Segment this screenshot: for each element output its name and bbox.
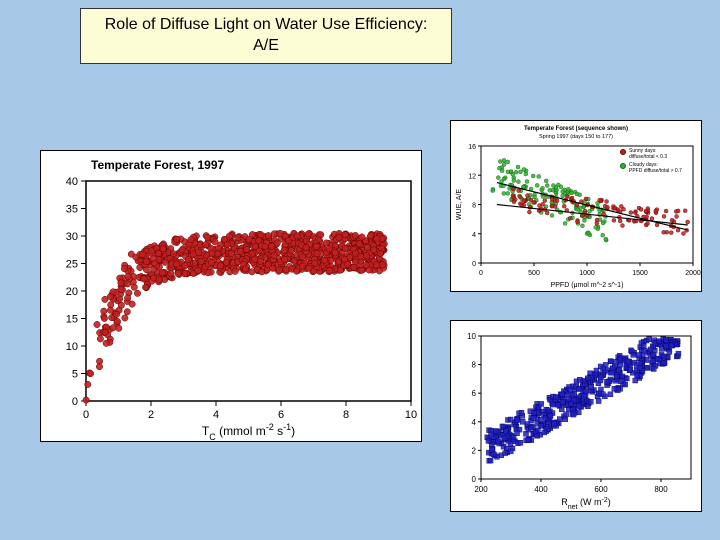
- svg-text:WUE, A/E: WUE, A/E: [456, 189, 463, 220]
- svg-text:4: 4: [472, 418, 477, 427]
- svg-text:200: 200: [474, 485, 488, 494]
- svg-text:600: 600: [594, 485, 608, 494]
- svg-text:8: 8: [472, 361, 477, 370]
- main-scatter-chart: Temperate Forest, 1997 0 2 4 6 8 10 0 10 20 30 40 5 1…: [40, 150, 422, 442]
- svg-text:4: 4: [213, 409, 219, 421]
- svg-text:5: 5: [72, 369, 78, 381]
- svg-text:12: 12: [468, 173, 476, 180]
- svg-text:Rnet (W m-2): Rnet (W m-2): [561, 497, 610, 511]
- top-right-scatter-chart: Temperate Forest (sequence shown) Spring …: [450, 120, 702, 292]
- svg-text:diffuse/total < 0.3: diffuse/total < 0.3: [629, 154, 667, 160]
- svg-text:0: 0: [479, 270, 483, 277]
- svg-text:25: 25: [66, 259, 78, 271]
- svg-text:8: 8: [343, 409, 349, 421]
- slide-title: Role of Diffuse Light on Water Use Effic…: [105, 16, 428, 54]
- bottom-right-scatter-chart: 200 400 600 800 0 2 4 6 8 10 Rnet (W m-2): [450, 320, 702, 512]
- slide-title-box: Role of Diffuse Light on Water Use Effic…: [80, 8, 452, 64]
- svg-text:800: 800: [654, 485, 668, 494]
- svg-text:0: 0: [472, 475, 477, 484]
- svg-text:TC (mmol m-2 s-1): TC (mmol m-2 s-1): [202, 422, 295, 441]
- svg-text:35: 35: [66, 204, 78, 216]
- svg-text:Temperate Forest (sequence sho: Temperate Forest (sequence shown): [524, 126, 628, 132]
- svg-text:0: 0: [72, 396, 78, 408]
- svg-text:40: 40: [66, 176, 78, 188]
- svg-text:16: 16: [468, 144, 476, 151]
- svg-text:2: 2: [472, 446, 477, 455]
- svg-text:2: 2: [148, 409, 154, 421]
- svg-text:10: 10: [467, 332, 476, 341]
- svg-text:0: 0: [83, 409, 89, 421]
- svg-text:4: 4: [472, 232, 476, 239]
- svg-text:1500: 1500: [632, 270, 648, 277]
- svg-text:15: 15: [66, 314, 78, 326]
- svg-text:0: 0: [472, 261, 476, 268]
- svg-text:Spring 1997 (days 150 to 177): Spring 1997 (days 150 to 177): [539, 134, 613, 140]
- svg-text:PPFD diffuse/total > 0.7: PPFD diffuse/total > 0.7: [629, 168, 682, 174]
- svg-text:6: 6: [278, 409, 284, 421]
- svg-text:10: 10: [66, 341, 78, 353]
- svg-text:500: 500: [528, 270, 540, 277]
- svg-text:Temperate Forest, 1997: Temperate Forest, 1997: [91, 158, 224, 172]
- svg-text:2000: 2000: [685, 270, 701, 277]
- svg-text:6: 6: [472, 389, 477, 398]
- svg-text:20: 20: [66, 286, 78, 298]
- svg-text:400: 400: [534, 485, 548, 494]
- svg-text:30: 30: [66, 231, 78, 243]
- svg-text:PPFD (μmol m^-2 s^-1): PPFD (μmol m^-2 s^-1): [551, 282, 624, 289]
- svg-text:10: 10: [405, 409, 417, 421]
- svg-text:1000: 1000: [579, 270, 595, 277]
- svg-text:8: 8: [472, 203, 476, 210]
